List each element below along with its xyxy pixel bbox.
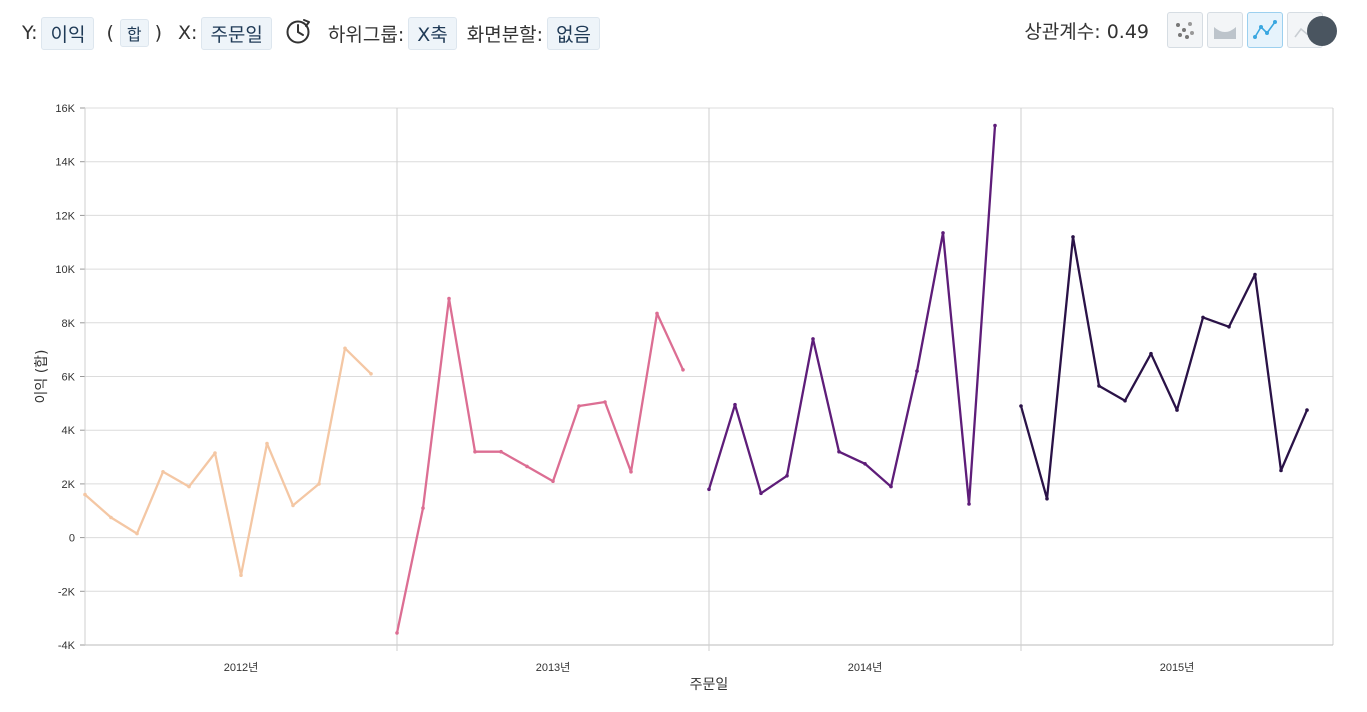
data-point[interactable] bbox=[915, 369, 919, 373]
y-tick-label: 4K bbox=[62, 425, 76, 437]
x-tick-label: 2015년 bbox=[1160, 661, 1195, 674]
line-points-chart-button[interactable] bbox=[1247, 12, 1283, 48]
y-tick-label: 0 bbox=[69, 533, 75, 545]
data-point[interactable] bbox=[681, 368, 685, 372]
data-point[interactable] bbox=[785, 474, 789, 478]
x-axis-label: X: bbox=[178, 22, 198, 44]
data-point[interactable] bbox=[499, 449, 503, 454]
data-point[interactable] bbox=[395, 631, 399, 635]
data-point[interactable] bbox=[317, 482, 321, 486]
y-tick-label: 16K bbox=[55, 103, 75, 115]
data-point[interactable] bbox=[707, 487, 711, 492]
data-point[interactable] bbox=[603, 400, 607, 404]
split-selector[interactable]: 없음 bbox=[547, 16, 601, 50]
data-point[interactable] bbox=[1123, 398, 1127, 403]
x-tick-label: 2013년 bbox=[536, 661, 571, 674]
area-chart-button[interactable] bbox=[1207, 12, 1243, 48]
data-point[interactable] bbox=[967, 502, 971, 506]
data-point[interactable] bbox=[1071, 235, 1075, 239]
data-point[interactable] bbox=[291, 503, 295, 508]
y-tick-label: 8K bbox=[62, 318, 76, 330]
data-point[interactable] bbox=[213, 451, 217, 455]
data-point[interactable] bbox=[1253, 272, 1257, 277]
subgroup-label: 하위그룹: bbox=[327, 23, 405, 46]
y-axis-label: Y: bbox=[22, 22, 38, 44]
series-line bbox=[395, 297, 685, 634]
data-point[interactable] bbox=[1149, 351, 1153, 356]
data-point[interactable] bbox=[759, 491, 763, 496]
data-point[interactable] bbox=[421, 506, 425, 510]
x-tick-label: 2014년 bbox=[848, 661, 883, 674]
x-axis-title: 주문일 bbox=[690, 677, 729, 693]
data-point[interactable] bbox=[447, 296, 451, 301]
data-point[interactable] bbox=[655, 311, 659, 316]
data-point[interactable] bbox=[369, 372, 373, 376]
data-point[interactable] bbox=[161, 470, 165, 474]
data-point[interactable] bbox=[83, 492, 87, 497]
data-point[interactable] bbox=[1175, 408, 1179, 412]
y-tick-label: -4K bbox=[58, 640, 76, 652]
data-point[interactable] bbox=[1305, 408, 1309, 412]
split-label: 화면분할: bbox=[466, 23, 544, 46]
data-point[interactable] bbox=[525, 464, 529, 469]
clock-icon[interactable] bbox=[284, 17, 312, 50]
y-tick-label: 10K bbox=[55, 264, 75, 276]
data-point[interactable] bbox=[135, 531, 139, 536]
data-point[interactable] bbox=[941, 231, 945, 235]
y-tick-label: 12K bbox=[55, 210, 75, 222]
data-point[interactable] bbox=[811, 337, 815, 341]
data-point[interactable] bbox=[733, 402, 737, 407]
data-point[interactable] bbox=[239, 573, 243, 577]
scatter-icon bbox=[1176, 22, 1194, 39]
data-point[interactable] bbox=[993, 123, 997, 128]
data-point[interactable] bbox=[889, 484, 893, 489]
data-point[interactable] bbox=[1097, 384, 1101, 388]
agg-close-paren: ) bbox=[154, 22, 163, 44]
data-point[interactable] bbox=[629, 470, 633, 474]
data-point[interactable] bbox=[863, 462, 867, 466]
x-tick-label: 2012년 bbox=[224, 661, 259, 674]
x-field-selector[interactable]: 주문일 bbox=[201, 16, 272, 50]
data-point[interactable] bbox=[265, 441, 269, 446]
line-points-icon bbox=[1253, 20, 1277, 39]
area-icon bbox=[1214, 27, 1236, 39]
data-point[interactable] bbox=[343, 346, 347, 351]
data-point[interactable] bbox=[1019, 404, 1023, 408]
data-point[interactable] bbox=[1227, 325, 1231, 329]
y-tick-label: 14K bbox=[55, 157, 75, 169]
data-point[interactable] bbox=[1045, 496, 1049, 501]
panel-toggle-button[interactable] bbox=[1307, 16, 1337, 46]
data-point[interactable] bbox=[837, 449, 841, 454]
y-tick-label: -2K bbox=[58, 586, 76, 598]
data-point[interactable] bbox=[1201, 315, 1205, 320]
y-tick-label: 6K bbox=[62, 372, 76, 384]
series-line bbox=[1019, 235, 1309, 500]
data-point[interactable] bbox=[109, 515, 113, 520]
data-point[interactable] bbox=[187, 484, 191, 489]
subgroup-selector[interactable]: X축 bbox=[408, 16, 457, 50]
toolbar: Y: 이익 ( 합 ) X: 주문일 하위그룹: X축 화면분할: 없음 bbox=[22, 16, 610, 50]
data-point[interactable] bbox=[1279, 468, 1283, 473]
aggregation-selector[interactable]: 합 bbox=[119, 19, 149, 47]
y-axis-title: 이익 (합) bbox=[34, 349, 50, 403]
series-line bbox=[84, 347, 372, 577]
scatter-chart-button[interactable] bbox=[1167, 12, 1203, 48]
data-point[interactable] bbox=[551, 479, 555, 484]
agg-open-paren: ( bbox=[106, 22, 114, 44]
y-field-selector[interactable]: 이익 bbox=[41, 16, 95, 50]
y-tick-label: 2K bbox=[62, 479, 76, 491]
chart-type-tools: 상관계수: 0.49 bbox=[1024, 12, 1337, 48]
correlation-coefficient: 상관계수: 0.49 bbox=[1024, 20, 1149, 43]
data-point[interactable] bbox=[577, 404, 581, 408]
series-line bbox=[707, 125, 997, 506]
data-point[interactable] bbox=[473, 449, 477, 454]
